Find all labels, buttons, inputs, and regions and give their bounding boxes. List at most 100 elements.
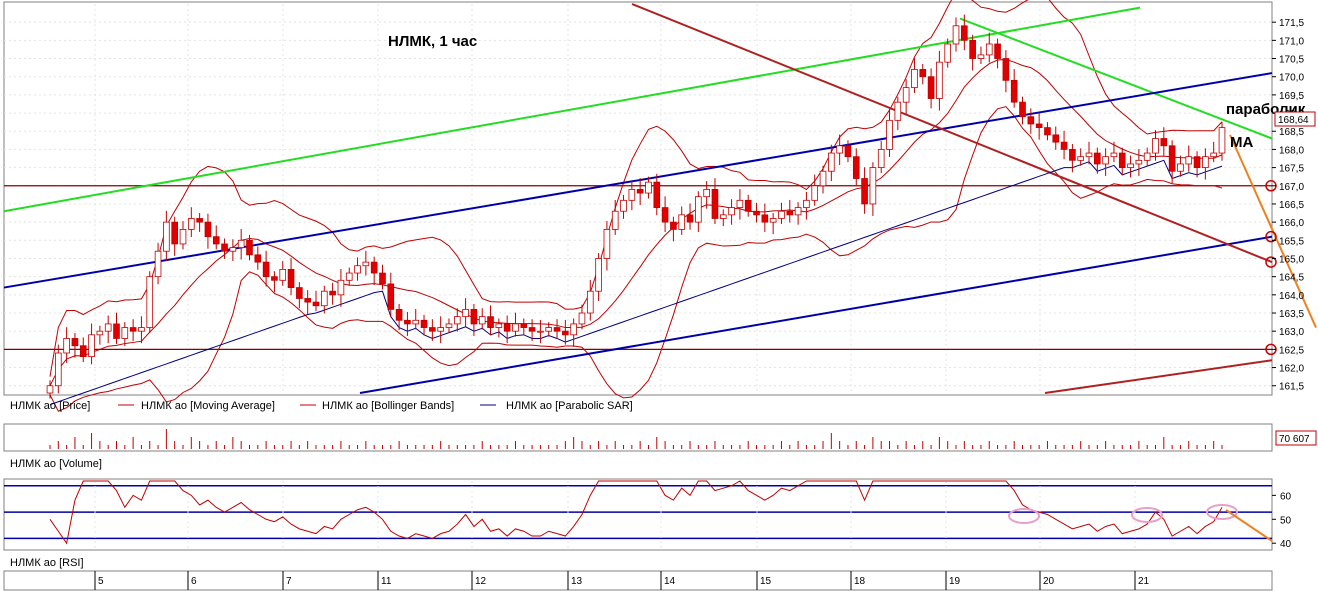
candle-down (927, 76, 935, 99)
candle-up (512, 323, 519, 332)
candle-up (877, 149, 885, 168)
candle-down (246, 239, 253, 256)
candle-up (985, 43, 993, 56)
candle-up (46, 385, 54, 394)
date-tick-label: 12 (475, 576, 487, 587)
candle-up (146, 276, 154, 328)
candle-up (803, 199, 810, 208)
candle-down (196, 218, 203, 223)
bollinger-upper (49, 0, 1223, 377)
candle-down (1060, 141, 1068, 150)
candle-up (1135, 159, 1143, 165)
candle-down (636, 189, 644, 194)
candle-up (769, 218, 777, 223)
price-tick-label: 168,5 (1279, 127, 1304, 138)
candle-up (88, 334, 95, 358)
parabolic-sar (49, 159, 1223, 406)
level-marker (1265, 230, 1277, 243)
candle-up (437, 327, 444, 332)
volume-bars (49, 429, 1223, 449)
candle-up (237, 239, 245, 248)
candle-down (1193, 156, 1201, 168)
candle-down (686, 214, 694, 223)
date-tick-label: 15 (760, 576, 772, 587)
volume-value: 70 607 (1279, 434, 1310, 445)
candle-up (1127, 163, 1134, 168)
price-tick-label: 171,0 (1279, 36, 1304, 47)
candle-down (1010, 79, 1018, 103)
candle-up (1077, 156, 1085, 161)
candle-down (171, 221, 178, 245)
candle-up (628, 189, 636, 201)
candle-down (312, 301, 320, 307)
candle-down (969, 39, 976, 59)
red-down-trendline (631, 3, 1273, 264)
legend-ma: НЛМК ао [Moving Average] (141, 400, 275, 412)
candle-down (370, 261, 378, 274)
candle-down (71, 338, 79, 347)
candle-up (911, 69, 918, 89)
candle-down (296, 287, 303, 299)
candle-up (545, 327, 553, 332)
candle-down (1118, 152, 1126, 168)
candle-up (794, 207, 802, 216)
candle-down (1027, 116, 1035, 125)
candle-down (562, 330, 569, 336)
candle-up (1110, 152, 1118, 158)
candle-up (1177, 163, 1184, 172)
candle-down (113, 323, 120, 339)
legend-bb: НЛМК ао [Bollinger Bands] (322, 400, 454, 412)
price-tick-label: 162,5 (1279, 345, 1304, 356)
candle-down (395, 308, 403, 321)
candle-up (611, 210, 619, 230)
candle-up (902, 87, 910, 103)
candle-down (711, 189, 719, 219)
candle-down (429, 327, 436, 332)
candle-up (869, 167, 877, 205)
rsi-line (4, 480, 1273, 548)
rsi-highlight (1206, 504, 1238, 520)
candle-up (1143, 152, 1151, 161)
price-tick-label: 166,0 (1279, 218, 1304, 229)
price-tick-label: 169,5 (1279, 91, 1304, 102)
date-tick-label: 13 (571, 576, 583, 587)
candle-up (811, 185, 819, 201)
volume-panel (3, 423, 1273, 452)
candle-up (836, 145, 843, 154)
candle-up (977, 54, 985, 59)
green-down-trendline (959, 17, 1273, 140)
candle-down (994, 43, 1001, 59)
candle-up (462, 308, 469, 318)
trend-lines (3, 3, 1317, 394)
candle-up (362, 261, 370, 267)
candles (46, 14, 1226, 399)
candle-down (420, 319, 428, 328)
date-tick-label: 21 (1138, 576, 1150, 587)
candle-down (744, 199, 752, 212)
candle-up (952, 25, 960, 45)
price-tick-label: 164,0 (1279, 291, 1304, 302)
candle-up (412, 319, 420, 325)
candle-up (595, 258, 602, 292)
date-axis (3, 570, 1273, 591)
candle-down (553, 327, 561, 332)
date-tick-label: 18 (854, 576, 866, 587)
bollinger-lower (49, 106, 1223, 412)
candle-up (736, 199, 744, 208)
date-tick-label: 6 (191, 576, 197, 587)
price-axis: 161,5 162,0 162,5 163,0 163,5 164,0 164,5 165,0… (1272, 18, 1304, 393)
legend-sar: НЛМК ао [Parabolic SAR] (506, 400, 633, 412)
candle-up (1210, 152, 1217, 158)
candle-up (495, 323, 503, 328)
date-tick-label: 19 (949, 576, 961, 587)
candle-up (1218, 127, 1226, 154)
price-tick-label: 170,0 (1279, 73, 1304, 84)
candle-down (1052, 134, 1060, 143)
candle-down (670, 221, 677, 230)
candle-up (63, 338, 70, 354)
candle-down (852, 156, 860, 179)
candle-up (354, 265, 361, 274)
candle-up (179, 229, 187, 245)
candle-down (212, 236, 220, 245)
